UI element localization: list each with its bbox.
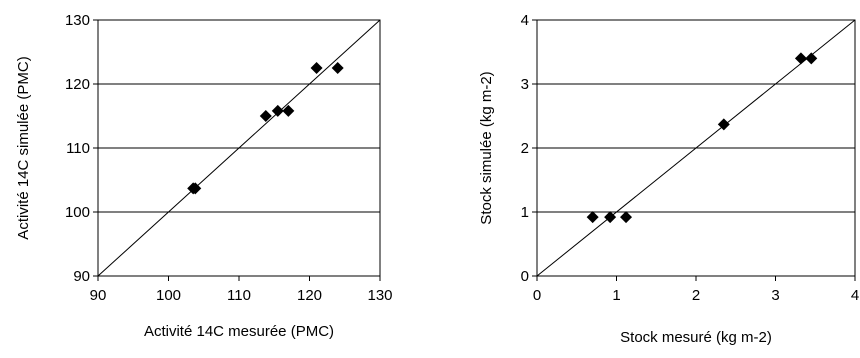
reference-line: [97, 19, 381, 277]
y-tick-label: 110: [66, 140, 90, 157]
y-tick-label: 100: [65, 204, 90, 221]
data-point: [717, 118, 730, 131]
x-tick-label: 1: [612, 287, 620, 304]
y-tick-label: 4: [521, 12, 529, 29]
data-point: [604, 211, 617, 224]
y-tick-label: 2: [521, 140, 529, 157]
y-axis-title: Stock simulée (kg m-2): [478, 71, 495, 224]
x-tick-label: 100: [156, 287, 181, 304]
y-axis-title: Activité 14C simulée (PMC): [15, 56, 32, 239]
x-tick-label: 3: [771, 287, 779, 304]
x-tick-label: 2: [692, 287, 700, 304]
data-point: [189, 182, 202, 195]
data-point: [331, 62, 344, 74]
y-tick-label: 0: [521, 268, 529, 285]
y-tick-label: 130: [65, 12, 90, 29]
data-point: [271, 104, 284, 117]
x-tick-label: 120: [297, 287, 322, 304]
x-tick-label: 130: [367, 287, 392, 304]
x-tick-label: 4: [851, 287, 859, 304]
data-point: [310, 62, 323, 74]
chart-stock: 0 1 2 3 4 0 1 2 3 4 Stock mesuré (kg m-2) Stock sim…: [478, 12, 859, 346]
y-tick-label: 90: [73, 268, 90, 285]
data-point: [586, 211, 599, 224]
chart-activite-14c: 90 100 110 120 130 90 100 110 120 130 Activité 14C…: [15, 12, 393, 340]
y-tick-label: 3: [521, 76, 529, 93]
y-tick-label: 120: [65, 76, 90, 93]
x-axis-title: Stock mesuré (kg m-2): [620, 329, 772, 346]
x-tick-label: 90: [90, 287, 107, 304]
data-point: [794, 52, 807, 65]
x-axis-title: Activité 14C mesurée (PMC): [144, 323, 334, 340]
data-point: [805, 52, 818, 65]
x-tick-label: 0: [533, 287, 541, 304]
y-tick-label: 1: [521, 204, 529, 221]
data-point: [282, 104, 295, 117]
data-point: [620, 211, 633, 224]
x-tick-label: 110: [227, 287, 251, 304]
data-point: [259, 110, 272, 122]
